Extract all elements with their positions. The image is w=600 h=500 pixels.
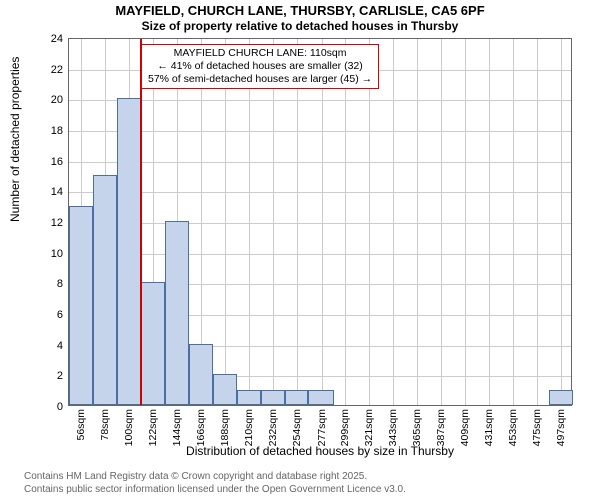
annotation-line3: 57% of semi-detached houses are larger (…: [148, 73, 372, 86]
histogram-bar: [189, 344, 213, 405]
gridline-v: [345, 39, 346, 405]
gridline-h: [69, 100, 571, 101]
x-tick-label: 497sqm: [555, 409, 567, 446]
y-tick-label: 12: [51, 217, 63, 229]
y-tick-label: 4: [57, 340, 63, 352]
x-tick-label: 321sqm: [363, 409, 375, 446]
histogram-bar: [261, 390, 285, 405]
plot-area: 02468101214161820222456sqm78sqm100sqm122…: [68, 38, 572, 406]
y-tick-label: 0: [57, 401, 63, 413]
gridline-v: [417, 39, 418, 405]
gridline-v: [297, 39, 298, 405]
chart-title-sub: Size of property relative to detached ho…: [0, 19, 600, 33]
gridline-v: [225, 39, 226, 405]
gridline-h: [69, 162, 571, 163]
y-tick-label: 8: [57, 278, 63, 290]
x-tick-label: 343sqm: [387, 409, 399, 446]
histogram-bar: [549, 390, 573, 405]
footer-line2: Contains public sector information licen…: [24, 484, 406, 497]
x-tick-label: 431sqm: [483, 409, 495, 446]
x-axis-label: Distribution of detached houses by size …: [68, 444, 572, 458]
x-tick-label: 365sqm: [411, 409, 423, 446]
annotation-box: MAYFIELD CHURCH LANE: 110sqm ← 41% of de…: [141, 44, 379, 89]
y-tick-label: 2: [57, 370, 63, 382]
gridline-v: [537, 39, 538, 405]
y-tick-label: 18: [51, 125, 63, 137]
x-tick-label: 100sqm: [123, 409, 135, 446]
gridline-h: [69, 131, 571, 132]
x-tick-label: 254sqm: [291, 409, 303, 446]
gridline-v: [249, 39, 250, 405]
x-tick-label: 188sqm: [219, 409, 231, 446]
chart-footer: Contains HM Land Registry data © Crown c…: [24, 471, 406, 496]
gridline-h: [69, 254, 571, 255]
x-tick-label: 299sqm: [339, 409, 351, 446]
gridline-v: [465, 39, 466, 405]
histogram-bar: [141, 282, 165, 405]
y-tick-label: 10: [51, 248, 63, 260]
chart-container: MAYFIELD, CHURCH LANE, THURSBY, CARLISLE…: [0, 0, 600, 500]
histogram-bar: [285, 390, 309, 405]
y-tick-label: 22: [51, 64, 63, 76]
gridline-h: [69, 223, 571, 224]
x-tick-label: 232sqm: [267, 409, 279, 446]
gridline-v: [489, 39, 490, 405]
marker-line: [140, 39, 142, 405]
x-tick-label: 210sqm: [243, 409, 255, 446]
y-tick-label: 6: [57, 309, 63, 321]
gridline-v: [561, 39, 562, 405]
footer-line1: Contains HM Land Registry data © Crown c…: [24, 471, 406, 484]
y-tick-label: 24: [51, 33, 63, 45]
histogram-bar: [213, 374, 237, 405]
x-tick-label: 56sqm: [75, 409, 87, 441]
gridline-v: [322, 39, 323, 405]
y-tick-label: 16: [51, 156, 63, 168]
x-tick-label: 409sqm: [459, 409, 471, 446]
x-tick-label: 475sqm: [531, 409, 543, 446]
gridline-v: [441, 39, 442, 405]
x-tick-label: 387sqm: [435, 409, 447, 446]
y-tick-label: 14: [51, 186, 63, 198]
annotation-line2: ← 41% of detached houses are smaller (32…: [148, 60, 372, 73]
x-tick-label: 453sqm: [507, 409, 519, 446]
annotation-line1: MAYFIELD CHURCH LANE: 110sqm: [148, 47, 372, 60]
y-axis-label: Number of detached properties: [8, 57, 22, 222]
x-tick-label: 144sqm: [171, 409, 183, 446]
histogram-bar: [237, 390, 261, 405]
gridline-v: [393, 39, 394, 405]
x-tick-label: 277sqm: [316, 409, 328, 446]
y-tick-label: 20: [51, 94, 63, 106]
histogram-bar: [308, 390, 333, 405]
histogram-bar: [117, 98, 141, 405]
x-tick-label: 78sqm: [99, 409, 111, 441]
histogram-bar: [93, 175, 117, 405]
x-tick-label: 166sqm: [195, 409, 207, 446]
histogram-bar: [69, 206, 93, 405]
gridline-v: [369, 39, 370, 405]
gridline-v: [273, 39, 274, 405]
chart-title-main: MAYFIELD, CHURCH LANE, THURSBY, CARLISLE…: [0, 3, 600, 18]
gridline-h: [69, 192, 571, 193]
gridline-v: [513, 39, 514, 405]
histogram-bar: [165, 221, 189, 405]
x-tick-label: 122sqm: [147, 409, 159, 446]
